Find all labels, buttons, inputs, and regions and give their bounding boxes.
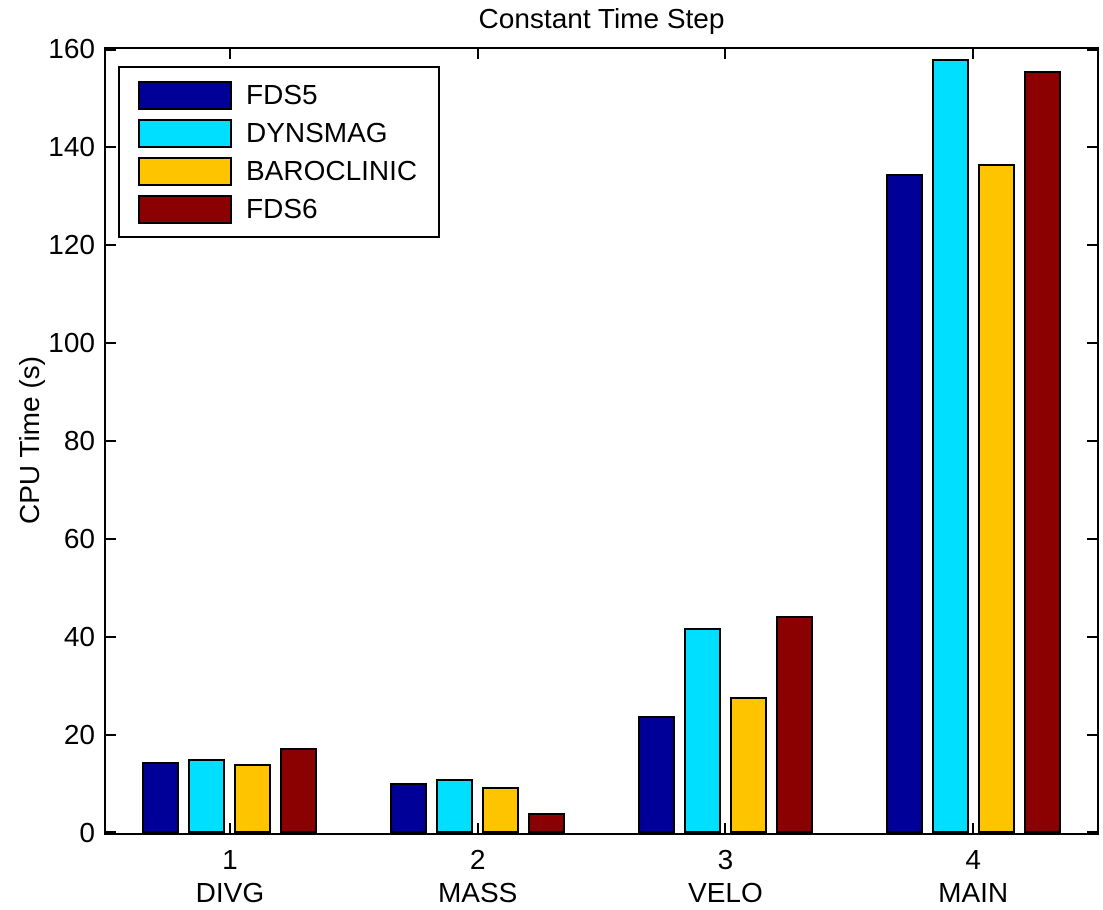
x-tick-label: 4 (965, 844, 981, 875)
bar-baroclinic-1 (234, 764, 272, 833)
legend-row-dynsmag: DYNSMAG (138, 118, 438, 148)
y-tick-mark-right (1087, 146, 1097, 148)
x-category-label: VELO (688, 877, 763, 908)
bar-dynsmag-2 (436, 779, 474, 833)
bar-fds5-3 (637, 716, 675, 833)
bar-fds6-3 (775, 616, 813, 833)
x-tick-mark-top (476, 49, 479, 59)
x-tick-mark-top (228, 49, 231, 59)
bar-fds6-2 (528, 813, 566, 833)
y-tick-label: 100 (48, 327, 95, 358)
y-tick-label: 140 (48, 131, 95, 162)
y-tick-label: 40 (63, 621, 95, 652)
legend-swatch-fds5 (138, 80, 232, 110)
bar-fds5-4 (885, 174, 923, 833)
y-tick-mark-left (106, 734, 116, 736)
y-tick-mark-left (106, 440, 116, 442)
bar-dynsmag-1 (188, 759, 226, 833)
y-tick-label: 160 (48, 33, 95, 64)
legend-label-dynsmag: DYNSMAG (246, 117, 388, 148)
x-tick-label: 3 (717, 844, 734, 875)
y-tick-mark-left (106, 636, 116, 638)
x-tick-label: 1 (222, 844, 238, 875)
legend-row-baroclinic: BAROCLINIC (138, 156, 438, 186)
y-tick-mark-left (106, 831, 116, 833)
legend-swatch-dynsmag (138, 118, 232, 148)
legend: FDS5 DYNSMAG BAROCLINIC FDS6 (118, 66, 440, 238)
legend-label-baroclinic: BAROCLINIC (246, 155, 418, 186)
x-tick-mark-top (724, 49, 727, 59)
legend-label-fds6: FDS6 (246, 193, 318, 224)
y-tick-mark-left (106, 538, 116, 540)
y-tick-mark-left (106, 49, 116, 51)
x-category-label: MAIN (938, 877, 1009, 908)
x-tick-mark-bottom (228, 823, 231, 833)
legend-row-fds5: FDS5 (138, 80, 438, 110)
y-tick-mark-right (1087, 49, 1097, 51)
y-tick-mark-right (1087, 440, 1097, 442)
x-tick-mark-top (972, 49, 975, 59)
y-tick-label: 120 (48, 229, 95, 260)
legend-row-fds6: FDS6 (138, 194, 438, 224)
y-tick-mark-right (1087, 831, 1097, 833)
y-tick-label: 20 (63, 719, 95, 750)
y-tick-mark-left (106, 342, 116, 344)
bar-fds5-1 (142, 762, 180, 833)
x-tick-mark-bottom (476, 823, 479, 833)
y-tick-mark-right (1087, 636, 1097, 638)
y-tick-mark-right (1087, 538, 1097, 540)
bar-fds6-4 (1023, 71, 1061, 833)
x-tick-label: 2 (469, 844, 486, 875)
y-tick-label: 60 (63, 523, 95, 554)
y-tick-mark-right (1087, 342, 1097, 344)
bar-dynsmag-4 (931, 59, 969, 833)
legend-label-fds5: FDS5 (246, 79, 318, 110)
y-tick-label: 80 (63, 425, 95, 456)
x-tick-mark-bottom (972, 823, 975, 833)
chart-title: Constant Time Step (478, 3, 725, 34)
y-tick-mark-right (1087, 244, 1097, 246)
bar-baroclinic-2 (482, 787, 520, 833)
y-tick-mark-left (106, 244, 116, 246)
bar-fds5-2 (390, 783, 428, 833)
x-category-label: DIVG (195, 877, 265, 908)
bar-fds6-1 (280, 748, 318, 833)
x-category-label: MASS (437, 877, 518, 908)
y-tick-mark-right (1087, 734, 1097, 736)
legend-swatch-fds6 (138, 194, 232, 224)
bar-dynsmag-3 (683, 628, 721, 833)
y-tick-label: 0 (79, 817, 95, 848)
y-tick-mark-left (106, 146, 116, 148)
legend-swatch-baroclinic (138, 156, 232, 186)
x-tick-mark-bottom (724, 823, 727, 833)
bar-baroclinic-3 (729, 697, 767, 833)
bar-baroclinic-4 (977, 164, 1015, 833)
